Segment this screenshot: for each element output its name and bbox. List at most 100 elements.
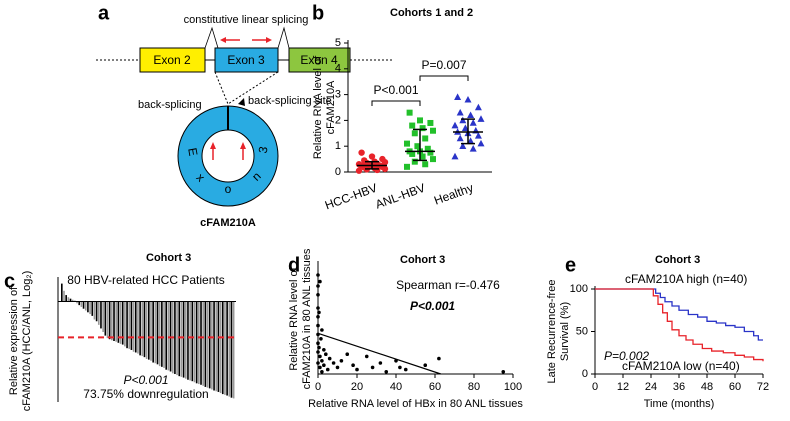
- dot: [430, 156, 436, 163]
- bar: [148, 301, 150, 360]
- y-tick-label: 2: [335, 114, 341, 126]
- dashed-link: [227, 71, 279, 105]
- dot: [454, 93, 462, 100]
- dot: [459, 142, 467, 149]
- panel-letter: a: [98, 2, 110, 24]
- bar: [208, 301, 211, 389]
- bar: [219, 301, 222, 394]
- bar: [204, 301, 207, 387]
- bar: [202, 301, 205, 386]
- legend-label: cFAM210A high (n=40): [625, 272, 747, 286]
- x-tick-label: 0: [315, 381, 321, 393]
- dot: [358, 149, 365, 156]
- bar: [198, 301, 200, 385]
- y-tick-label: 100: [570, 283, 588, 295]
- annotation: Spearman r=-0.476: [396, 278, 500, 292]
- point: [370, 365, 375, 370]
- bracket: [371, 100, 421, 106]
- dot: [469, 119, 477, 126]
- x-axis-label: Relative RNA level of HBx in 80 ANL tiss…: [308, 398, 523, 410]
- point: [320, 359, 324, 363]
- point: [403, 367, 408, 372]
- dot: [456, 108, 464, 116]
- point: [345, 352, 350, 357]
- point: [317, 310, 321, 315]
- point: [317, 345, 321, 350]
- panel-letter: b: [312, 2, 324, 24]
- legend-label: cFAM210A low (n=40): [622, 359, 740, 373]
- survival-curve: [595, 288, 763, 341]
- bar: [163, 301, 165, 368]
- y-tick-label: 1: [335, 140, 341, 152]
- bar: [232, 301, 235, 399]
- point: [320, 370, 324, 374]
- point: [423, 363, 428, 368]
- bar: [182, 301, 185, 378]
- arrowhead: [240, 142, 246, 149]
- dot: [409, 122, 416, 129]
- chart-title: Cohort 3: [400, 254, 445, 266]
- bar: [195, 301, 198, 384]
- point: [318, 354, 322, 359]
- point: [355, 367, 359, 372]
- y-tick-label: 5: [335, 37, 341, 49]
- bar: [65, 295, 67, 302]
- bar: [152, 301, 154, 363]
- point: [327, 356, 332, 361]
- point: [378, 361, 383, 365]
- point: [316, 293, 320, 297]
- bar: [106, 301, 109, 339]
- circ-letter: 3: [256, 145, 271, 154]
- bar: [89, 301, 91, 315]
- point: [335, 365, 340, 370]
- y-tick-label: 4: [335, 63, 341, 75]
- dot: [469, 144, 477, 152]
- bar: [154, 301, 157, 364]
- x-tick-label: ANL-HBV: [373, 181, 427, 212]
- bar: [145, 301, 148, 359]
- point: [316, 361, 320, 365]
- dot: [379, 155, 386, 163]
- bar: [76, 301, 78, 304]
- bar: [221, 301, 224, 395]
- bar: [67, 297, 70, 302]
- bar: [161, 301, 163, 367]
- dot: [477, 115, 485, 122]
- circ-letter: o: [225, 182, 232, 196]
- bar: [69, 298, 72, 302]
- dot: [419, 125, 426, 132]
- bar: [167, 301, 170, 371]
- dot: [424, 145, 431, 152]
- bar: [139, 301, 141, 356]
- y-axis-label: cFAM210A: [325, 80, 337, 134]
- bar: [189, 301, 191, 381]
- splice-line: [277, 26, 290, 49]
- bar: [180, 301, 183, 377]
- bar: [63, 290, 65, 302]
- bar: [113, 301, 115, 341]
- exon-label: Exon 2: [153, 53, 191, 67]
- bar: [184, 301, 187, 379]
- x-tick-label: HCC-HBV: [323, 181, 379, 213]
- dot: [406, 109, 413, 116]
- dot: [414, 143, 421, 150]
- bar: [176, 301, 178, 376]
- dot: [355, 161, 363, 168]
- dot: [411, 158, 418, 165]
- dot: [417, 117, 423, 124]
- dot: [430, 127, 436, 134]
- x-tick-label: 12: [617, 381, 629, 393]
- bar: [95, 301, 98, 322]
- dot: [361, 157, 368, 164]
- dot: [474, 103, 482, 111]
- bar: [132, 301, 135, 352]
- bar: [84, 301, 87, 311]
- p-value: P<0.001: [373, 83, 418, 97]
- exon-label: Exon 4: [300, 53, 338, 67]
- dot: [467, 111, 475, 119]
- panel-letter: d: [288, 254, 300, 276]
- x-tick-label: 36: [673, 381, 685, 393]
- y-axis-label: cFAM210A in 80 ANL tissues: [301, 248, 313, 389]
- y-tick-label: 0: [335, 166, 341, 178]
- x-tick-label: 40: [390, 381, 402, 393]
